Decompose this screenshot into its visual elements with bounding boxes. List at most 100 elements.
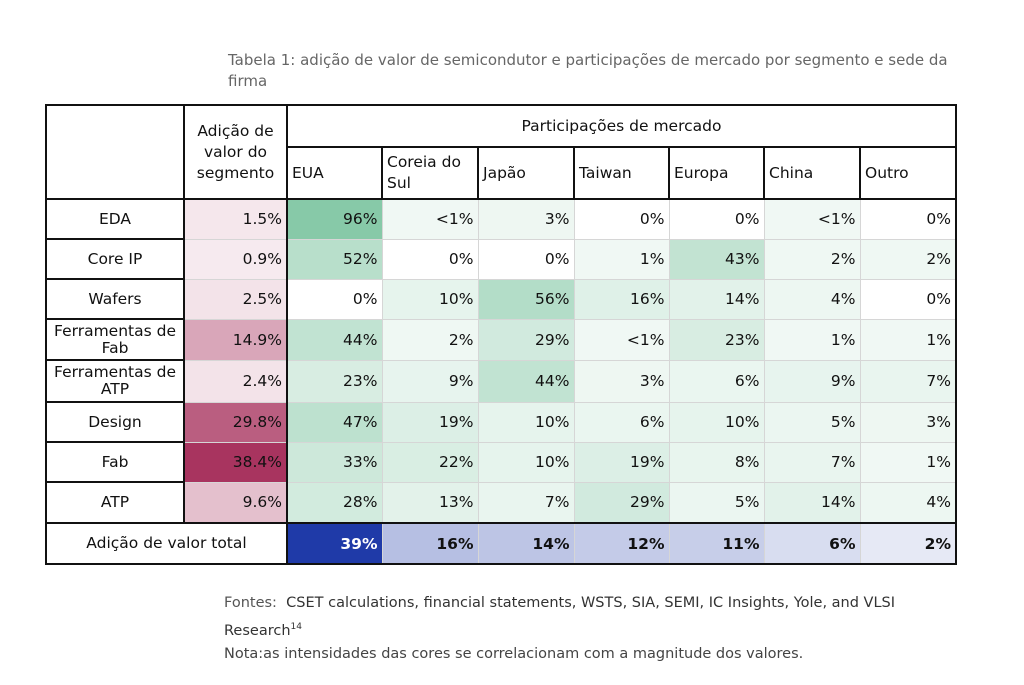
sources: Fontes: CSET calculations, financial sta… <box>224 591 924 643</box>
row-label: EDA <box>45 198 185 240</box>
share-cell: 43% <box>668 238 765 280</box>
share-cell: 0% <box>573 198 670 240</box>
share-cell: <1% <box>763 198 861 240</box>
table-row: Wafers 2.5% 0% 10% 56% 16% 14% 4% 0% <box>45 278 957 320</box>
total-row: Adição de valor total 39% 16% 14% 12% 11% 6% 2% <box>45 522 957 565</box>
share-cell: 56% <box>477 278 575 320</box>
column-header: EUA <box>286 146 383 200</box>
segment-value-cell: 29.8% <box>183 401 288 443</box>
share-cell: 8% <box>668 441 765 483</box>
row-label: Fab <box>45 441 185 483</box>
share-cell: 44% <box>477 359 575 403</box>
total-share-cell: 11% <box>668 522 765 565</box>
share-cell: 16% <box>573 278 670 320</box>
segment-value-cell: 2.5% <box>183 278 288 320</box>
share-cell: 1% <box>573 238 670 280</box>
total-share-cell: 14% <box>477 522 575 565</box>
total-share-cell: 16% <box>381 522 479 565</box>
row-label: Wafers <box>45 278 185 320</box>
share-cell: 19% <box>381 401 479 443</box>
column-header: Coreia do Sul <box>381 146 479 200</box>
share-cell: 2% <box>859 238 957 280</box>
share-cell: 52% <box>286 238 383 280</box>
column-header: Europa <box>668 146 765 200</box>
row-label: Ferramentas de ATP <box>45 359 185 403</box>
segment-value-cell: 2.4% <box>183 359 288 403</box>
share-cell: 96% <box>286 198 383 240</box>
column-header: China <box>763 146 861 200</box>
share-cell: 4% <box>859 481 957 524</box>
segment-value-cell: 38.4% <box>183 441 288 483</box>
table-row: EDA 1.5% 96% <1% 3% 0% 0% <1% 0% <box>45 198 957 240</box>
share-cell: 0% <box>859 278 957 320</box>
share-cell: 28% <box>286 481 383 524</box>
sources-label: Fontes: <box>224 595 277 611</box>
table-row: Fab 38.4% 33% 22% 10% 19% 8% 7% 1% <box>45 441 957 483</box>
share-cell: 22% <box>381 441 479 483</box>
total-share-cell: 2% <box>859 522 957 565</box>
total-row-label: Adição de valor total <box>45 522 288 565</box>
share-cell: 7% <box>763 441 861 483</box>
share-cell: 0% <box>286 278 383 320</box>
share-cell: 6% <box>668 359 765 403</box>
row-label: ATP <box>45 481 185 524</box>
column-header: Japão <box>477 146 575 200</box>
segment-value-cell: 1.5% <box>183 198 288 240</box>
market-share-table: Adição de valor do segmento Participaçõe… <box>45 104 957 565</box>
share-cell: 3% <box>859 401 957 443</box>
share-cell: 2% <box>381 318 479 361</box>
share-cell: 23% <box>668 318 765 361</box>
table-row: ATP 9.6% 28% 13% 7% 29% 5% 14% 4% <box>45 481 957 524</box>
share-cell: 3% <box>573 359 670 403</box>
share-cell: 0% <box>477 238 575 280</box>
share-cell: 10% <box>668 401 765 443</box>
share-cell: 0% <box>859 198 957 240</box>
share-cell: 29% <box>573 481 670 524</box>
share-cell: 44% <box>286 318 383 361</box>
segment-value-cell: 9.6% <box>183 481 288 524</box>
share-cell: 33% <box>286 441 383 483</box>
table-row: Core IP 0.9% 52% 0% 0% 1% 43% 2% 2% <box>45 238 957 280</box>
share-cell: 10% <box>477 401 575 443</box>
row-label: Design <box>45 401 185 443</box>
total-share-cell: 12% <box>573 522 670 565</box>
corner-cell <box>45 104 185 200</box>
share-cell: 13% <box>381 481 479 524</box>
segment-value-cell: 0.9% <box>183 238 288 280</box>
color-note: Nota:as intensidades das cores se correl… <box>224 646 804 662</box>
share-cell: 0% <box>668 198 765 240</box>
share-cell: 0% <box>381 238 479 280</box>
segment-value-header: Adição de valor do segmento <box>183 104 288 200</box>
share-cell: 3% <box>477 198 575 240</box>
share-cell: 4% <box>763 278 861 320</box>
share-cell: 47% <box>286 401 383 443</box>
row-label: Core IP <box>45 238 185 280</box>
share-cell: 7% <box>477 481 575 524</box>
column-header: Outro <box>859 146 957 200</box>
share-cell: 14% <box>763 481 861 524</box>
total-share-cell: 39% <box>286 522 383 565</box>
share-cell: 9% <box>381 359 479 403</box>
share-cell: 1% <box>763 318 861 361</box>
table-row: Ferramentas de ATP 2.4% 23% 9% 44% 3% 6% 9% 7% <box>45 359 957 403</box>
share-cell: 2% <box>763 238 861 280</box>
share-cell: 7% <box>859 359 957 403</box>
share-cell: 10% <box>477 441 575 483</box>
share-cell: 9% <box>763 359 861 403</box>
market-share-group-header: Participações de mercado <box>286 104 957 148</box>
table-row: Design 29.8% 47% 19% 10% 6% 10% 5% 3% <box>45 401 957 443</box>
share-cell: 1% <box>859 441 957 483</box>
table-caption: Tabela 1: adição de valor de semiconduto… <box>228 51 948 90</box>
share-cell: <1% <box>573 318 670 361</box>
share-cell: 14% <box>668 278 765 320</box>
row-label: Ferramentas de Fab <box>45 318 185 361</box>
table-row: Ferramentas de Fab 14.9% 44% 2% 29% <1% 23% 1% 1… <box>45 318 957 361</box>
segment-value-cell: 14.9% <box>183 318 288 361</box>
share-cell: 5% <box>763 401 861 443</box>
sources-footnote-ref: 14 <box>290 622 302 632</box>
share-cell: 29% <box>477 318 575 361</box>
share-cell: 19% <box>573 441 670 483</box>
sources-text: CSET calculations, financial statements,… <box>224 595 896 639</box>
share-cell: 1% <box>859 318 957 361</box>
column-header: Taiwan <box>573 146 670 200</box>
